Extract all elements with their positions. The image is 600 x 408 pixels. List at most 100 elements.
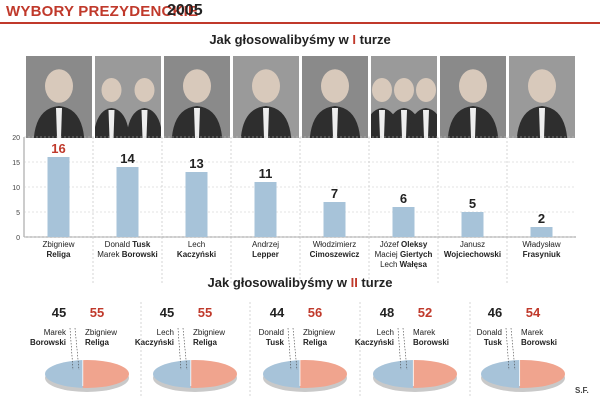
pie-left-value: 45 (52, 305, 66, 320)
category-first-name: Zbigniew (42, 240, 74, 249)
y-tick-label: 20 (12, 135, 20, 142)
pie-left-first-name: Marek (44, 328, 67, 337)
face-shape (416, 78, 436, 102)
pie-slice-right (299, 360, 347, 388)
category-last-name: Wojciechowski (444, 250, 501, 259)
header-title: WYBORY PREZYDENCKIE (6, 3, 199, 20)
pie-left-last-name: Tusk (266, 338, 285, 347)
face-shape (394, 78, 414, 102)
bar (116, 167, 139, 237)
category-first-name: Włodzimierz (313, 240, 357, 249)
candidate-photo (302, 56, 368, 138)
pie-right-first-name: Marek (521, 328, 544, 337)
category-label: Donald Tusk (105, 240, 151, 249)
bar (392, 207, 415, 237)
bar-value-label: 2 (538, 211, 545, 226)
source-credit: S.F. (575, 386, 589, 395)
category-last-name: Oleksy (401, 240, 428, 249)
bar (461, 212, 484, 237)
category-first-name: Andrzej (252, 240, 279, 249)
round1-title-mark: I (352, 32, 356, 47)
category-last-name: Kaczyński (177, 250, 216, 259)
pie-slice-right (190, 360, 237, 388)
leader-line (177, 327, 182, 371)
pie-slice-left (373, 360, 414, 388)
pie-slice-left (481, 360, 520, 388)
face-shape (459, 69, 487, 103)
pie-right-first-name: Zbigniew (303, 328, 335, 337)
candidate-photo (164, 56, 230, 138)
category-label: Lech Wałęsa (380, 260, 427, 269)
face-shape (372, 78, 392, 102)
bar (530, 227, 553, 237)
category-last-name: Tusk (132, 240, 151, 249)
candidate-photo (371, 56, 437, 138)
bar-value-label: 5 (469, 196, 476, 211)
y-tick-label: 0 (16, 235, 20, 242)
candidate-photo (95, 56, 161, 138)
pie-slice-right (413, 360, 457, 388)
y-tick-label: 10 (12, 185, 20, 192)
pie-left-value: 48 (380, 305, 394, 320)
round2-title: Jak głosowalibyśmy w II turze (0, 275, 600, 290)
pie-left-first-name: Donald (477, 328, 502, 337)
round1-title-suffix: turze (356, 32, 391, 47)
pie-right-last-name: Religa (193, 338, 218, 347)
pie-right-last-name: Borowski (521, 338, 557, 347)
pie-right-last-name: Borowski (413, 338, 449, 347)
pie-left-value: 46 (488, 305, 502, 320)
category-label: Marek Borowski (97, 250, 157, 259)
header-rule (0, 22, 600, 24)
header-year: 2005 (167, 2, 203, 19)
face-shape (528, 69, 556, 103)
category-first-name: Władysław (522, 240, 560, 249)
category-label: Maciej Giertych (375, 250, 433, 259)
pie-right-first-name: Zbigniew (193, 328, 225, 337)
leader-line (287, 327, 292, 371)
round1-title: Jak głosowalibyśmy w I turze (0, 32, 600, 47)
pie-left-last-name: Borowski (30, 338, 66, 347)
pie-right-last-name: Religa (85, 338, 110, 347)
candidate-photo (440, 56, 506, 138)
bar (323, 202, 346, 237)
leader-line (510, 327, 516, 371)
pie-left-first-name: Lech (157, 328, 174, 337)
category-last-name: Religa (46, 250, 71, 259)
category-last-name: Frasyniuk (523, 250, 561, 259)
face-shape (321, 69, 349, 103)
leader-line (292, 327, 298, 371)
pie-left-last-name: Kaczyński (355, 338, 394, 347)
y-tick-label: 15 (12, 160, 20, 167)
bar-value-label: 7 (331, 186, 338, 201)
pie-right-first-name: Zbigniew (85, 328, 117, 337)
bar-value-label: 11 (259, 166, 273, 181)
pie-left-first-name: Donald (259, 328, 284, 337)
face-shape (134, 78, 155, 102)
bar-value-label: 16 (51, 141, 65, 156)
bar-value-label: 13 (189, 156, 203, 171)
pie-right-value: 55 (90, 305, 104, 320)
round2-title-suffix: turze (357, 275, 393, 290)
header: WYBORY PREZYDENCKIE 2005 (0, 0, 600, 24)
candidate-photo (26, 56, 92, 138)
category-last-name: Cimoszewicz (310, 250, 360, 259)
pie-right-value: 54 (526, 305, 541, 320)
round2-title-mark: II (350, 275, 358, 290)
pie-slice-right (519, 360, 565, 388)
pie-left-last-name: Kaczyński (135, 338, 174, 347)
category-first-name: Lech (188, 240, 205, 249)
candidate-photo (233, 56, 299, 138)
pie-left-last-name: Tusk (484, 338, 503, 347)
bar (185, 172, 208, 237)
category-first-name: Maciej (375, 250, 400, 259)
pie-slice-left (45, 360, 83, 388)
leader-line (397, 327, 402, 371)
leader-line (402, 327, 408, 371)
bar-value-label: 14 (120, 151, 135, 166)
suit-shape (408, 108, 437, 138)
candidate-photo (509, 56, 575, 138)
round2-title-prefix: Jak głosowalibyśmy w (207, 275, 351, 290)
face-shape (45, 69, 73, 103)
pie-slice-right (82, 360, 129, 388)
